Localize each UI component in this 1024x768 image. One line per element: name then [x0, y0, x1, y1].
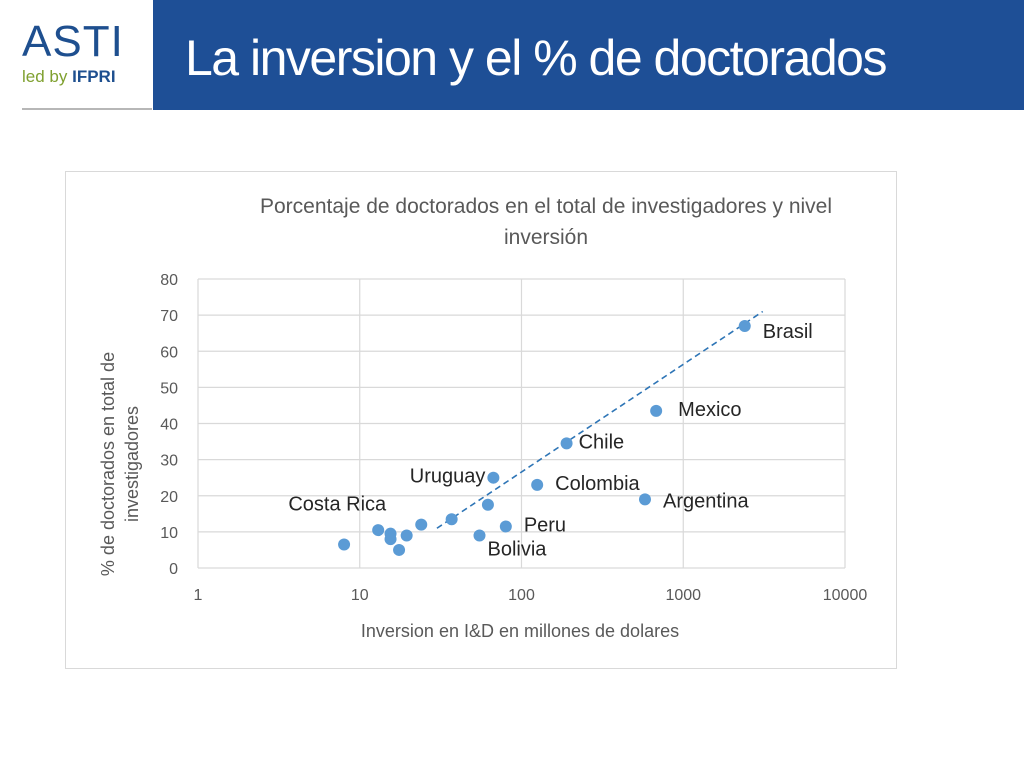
x-tick-label: 10000 [823, 587, 868, 604]
logo-divider [22, 108, 152, 110]
y-tick-label: 50 [160, 380, 178, 397]
data-point [473, 529, 486, 542]
asti-logo: ASTI led by IFPRI [0, 0, 152, 110]
point-labels: Brasil Mexico Chile Colombia Argentina Urugua… [288, 321, 812, 561]
x-tick-label: 100 [508, 587, 535, 604]
data-point [481, 498, 494, 511]
y-axis-label: % de doctorados en total de investigador… [98, 352, 142, 576]
data-point [738, 319, 751, 332]
header: ASTI led by IFPRI La inversion y el % de… [0, 0, 1024, 112]
logo-text: ASTI [22, 17, 124, 66]
point-label: Uruguay [410, 466, 486, 488]
x-tick-label: 10 [351, 587, 369, 604]
data-point [445, 513, 458, 526]
y-tick-label: 0 [169, 561, 178, 578]
point-label: Brasil [763, 321, 813, 343]
y-tick-label: 60 [160, 344, 178, 361]
data-point [487, 471, 500, 484]
page-title: La inversion y el % de doctorados [185, 30, 887, 86]
y-tick-label: 20 [160, 489, 178, 506]
data-point [384, 533, 397, 546]
data-point [499, 520, 512, 533]
data-point [531, 478, 544, 491]
point-label: Mexico [678, 399, 741, 421]
point-label: Argentina [663, 490, 749, 512]
title-bar: La inversion y el % de doctorados [153, 0, 1024, 110]
chart-container: Porcentaje de doctorados en el total de … [65, 171, 897, 669]
gridlines [197, 278, 846, 569]
y-axis-ticks: 0 10 20 30 40 50 60 70 80 [160, 272, 178, 578]
data-point [338, 538, 351, 551]
x-tick-label: 1 [194, 587, 203, 604]
chart-title-line-2: inversión [504, 226, 588, 249]
data-point [415, 518, 428, 531]
y-tick-label: 80 [160, 272, 178, 289]
y-tick-label: 10 [160, 525, 178, 542]
data-point [560, 437, 573, 450]
y-axis-label-line-2: investigadores [122, 406, 142, 522]
y-tick-label: 40 [160, 417, 178, 434]
data-point [393, 543, 406, 556]
data-points [338, 319, 751, 556]
y-axis-label-line-1: % de doctorados en total de [98, 352, 118, 576]
trendline [436, 310, 764, 529]
y-tick-label: 70 [160, 308, 178, 325]
logo-led-by: led by [22, 67, 68, 86]
trendline-group [436, 310, 764, 529]
point-label: Colombia [555, 473, 640, 495]
x-axis-label: Inversion en I&D en millones de dolares [361, 621, 679, 641]
x-axis-ticks: 1 10 100 1000 10000 [194, 587, 868, 604]
data-point [372, 524, 385, 537]
data-point [400, 529, 413, 542]
point-label: Peru [524, 514, 566, 536]
point-label: Bolivia [488, 538, 548, 560]
logo-ifpri: IFPRI [72, 67, 116, 86]
chart-title-line-1: Porcentaje de doctorados en el total de … [260, 195, 832, 218]
point-label: Chile [579, 431, 625, 453]
x-tick-label: 1000 [665, 587, 701, 604]
scatter-chart: Porcentaje de doctorados en el total de … [98, 195, 868, 641]
data-point [650, 404, 663, 417]
logo-tagline: led by IFPRI [22, 68, 116, 86]
point-label: Costa Rica [288, 494, 387, 516]
y-tick-label: 30 [160, 453, 178, 470]
data-point [638, 493, 651, 506]
